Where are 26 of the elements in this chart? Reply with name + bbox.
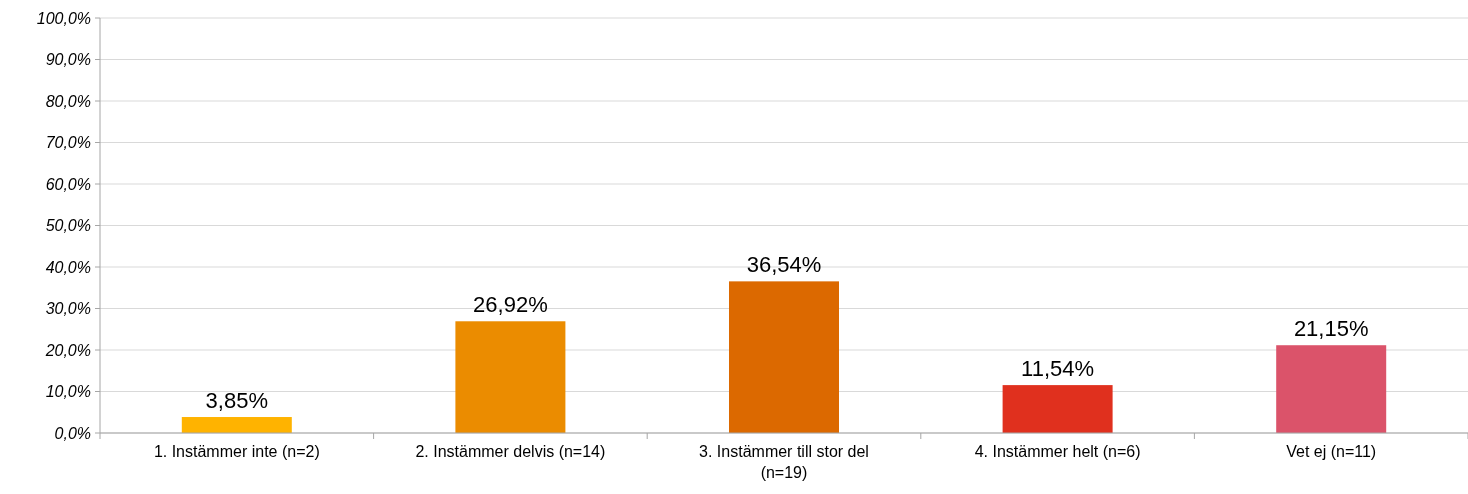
- y-tick-label: 60,0%: [45, 175, 91, 193]
- data-label: 36,54%: [746, 252, 822, 278]
- y-tick-label: 70,0%: [45, 134, 91, 152]
- y-tick-label: 30,0%: [45, 300, 91, 318]
- data-label: 26,92%: [473, 292, 548, 318]
- x-tick-label: 1. Instämmer inte (n=2): [153, 443, 320, 460]
- y-tick-label: 10,0%: [45, 383, 91, 401]
- bar: [1002, 385, 1113, 433]
- data-label: 21,15%: [1293, 316, 1369, 342]
- y-tick-label: 100,0%: [36, 9, 91, 27]
- y-tick-label: 0,0%: [54, 424, 91, 442]
- y-tick-label: 90,0%: [45, 51, 91, 69]
- bar: [181, 417, 292, 433]
- data-label: 3,85%: [205, 388, 268, 414]
- x-tick-label: 4. Instämmer helt (n=6): [974, 443, 1141, 460]
- y-tick-label: 80,0%: [45, 92, 91, 110]
- y-tick-label: 40,0%: [45, 258, 91, 276]
- data-label: 11,54%: [1021, 356, 1095, 382]
- y-tick-label: 20,0%: [44, 341, 91, 359]
- x-tick-label: 3. Instämmer till stor del (n=19): [699, 443, 869, 481]
- bar: [729, 281, 839, 433]
- y-tick-label: 50,0%: [45, 217, 91, 235]
- bar: [1276, 345, 1387, 433]
- x-tick-label: Vet ej (n=11): [1286, 443, 1377, 460]
- bar: [455, 321, 566, 433]
- x-tick-label: 2. Instämmer delvis (n=14): [415, 443, 606, 460]
